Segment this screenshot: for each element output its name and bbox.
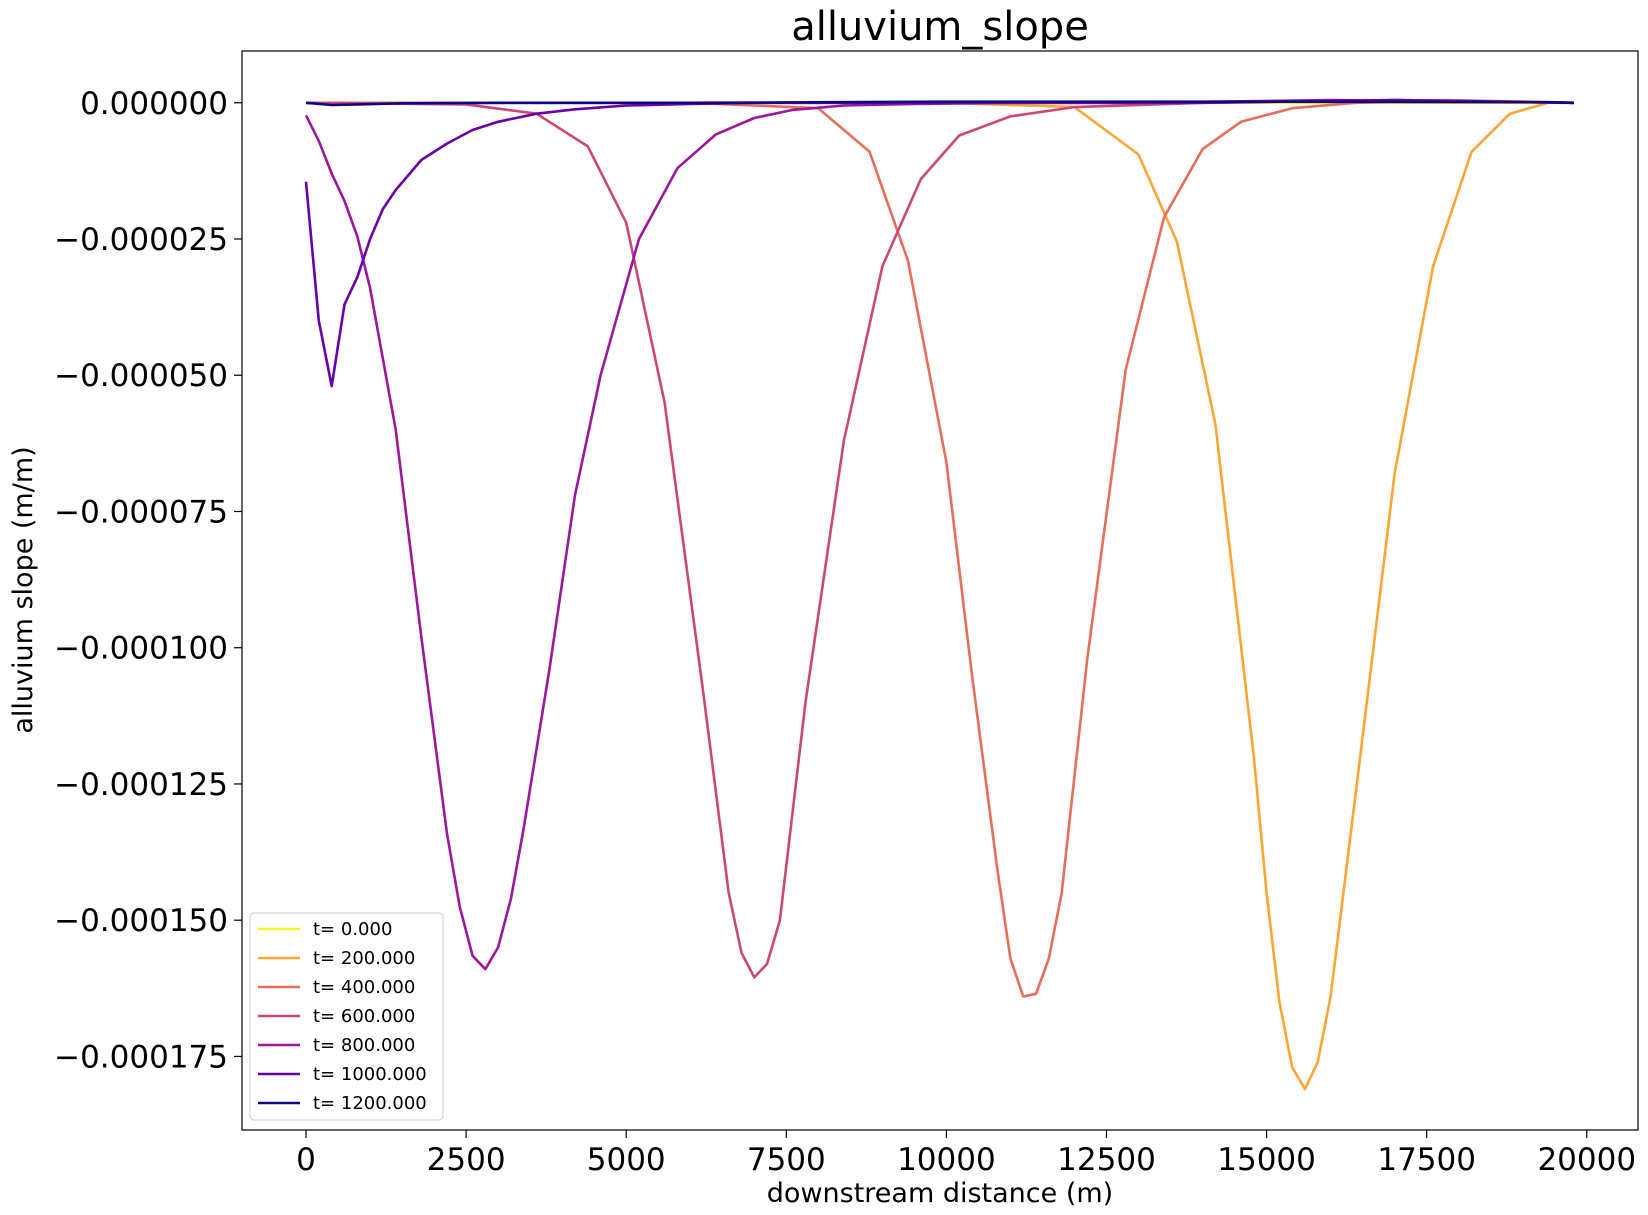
legend-label-2: t= 400.000 — [313, 977, 415, 998]
legend-label-5: t= 1000.000 — [313, 1064, 427, 1085]
legend-items: t= 0.000 t= 200.000 t= 400.000 t= 600.000 t=… — [258, 919, 427, 1114]
y-tick-label: −0.000150 — [54, 903, 228, 939]
series-layer — [304, 98, 1575, 1091]
x-tick-label: 17500 — [1377, 1142, 1476, 1178]
y-tick-label: −0.000125 — [54, 767, 228, 803]
x-tick-label: 15000 — [1217, 1142, 1316, 1178]
legend-label-1: t= 200.000 — [313, 948, 415, 969]
legend-label-4: t= 800.000 — [313, 1035, 415, 1056]
y-axis-label: alluvium slope (m/m) — [8, 446, 39, 733]
legend-label-6: t= 1200.000 — [313, 1093, 427, 1114]
x-tick-label: 7500 — [747, 1142, 826, 1178]
x-tick-label: 0 — [296, 1142, 316, 1178]
series-line-6 — [305, 100, 1575, 107]
series-line-1 — [306, 101, 1574, 1091]
x-tick-label: 5000 — [587, 1142, 666, 1178]
y-tick-label: −0.000025 — [54, 222, 228, 258]
x-axis: 0 2500 5000 7500 10000 12500 15000 17500 20000 — [296, 1130, 1636, 1178]
series-line-4 — [304, 98, 1575, 971]
x-tick-label: 20000 — [1537, 1142, 1636, 1178]
x-axis-label: downstream distance (m) — [767, 1178, 1113, 1209]
x-tick-label: 12500 — [1057, 1142, 1156, 1178]
y-tick-label: −0.000050 — [54, 358, 228, 394]
x-tick-label: 2500 — [427, 1142, 506, 1178]
x-tick-label: 10000 — [897, 1142, 996, 1178]
chart-title: alluvium_slope — [791, 4, 1089, 50]
y-tick-label: −0.000175 — [54, 1039, 228, 1075]
y-tick-label: 0.000000 — [80, 86, 228, 122]
series-line-3 — [305, 98, 1575, 979]
y-axis: 0.000000 −0.000025 −0.000050 −0.000075 −0.00… — [54, 86, 242, 1075]
plot-frame — [241, 50, 1639, 1131]
y-tick-label: −0.000100 — [54, 631, 228, 667]
legend: t= 0.000 t= 200.000 t= 400.000 t= 600.000 t=… — [249, 912, 444, 1121]
legend-box — [249, 912, 444, 1121]
series-line-2 — [306, 98, 1575, 998]
y-tick-label: −0.000075 — [54, 494, 228, 530]
legend-label-0: t= 0.000 — [313, 919, 392, 940]
legend-label-3: t= 600.000 — [313, 1006, 415, 1027]
